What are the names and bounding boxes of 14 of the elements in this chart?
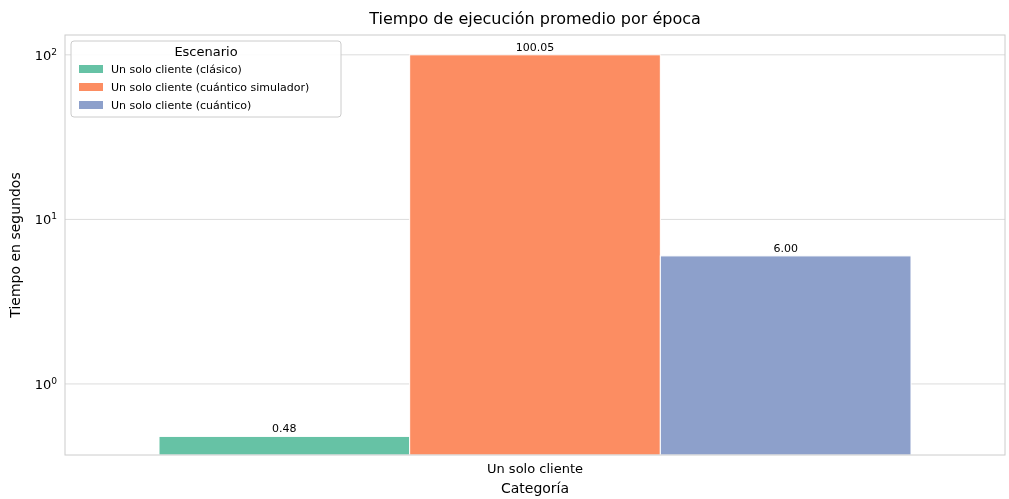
legend-label: Un solo cliente (cuántico) bbox=[111, 99, 252, 112]
data-label: 6.00 bbox=[773, 241, 798, 255]
chart-title: Tiempo de ejecución promedio por época bbox=[368, 9, 701, 28]
legend-title: Escenario bbox=[174, 44, 238, 59]
legend-label: Un solo cliente (cuántico simulador) bbox=[111, 81, 310, 94]
y-axis-title: Tiempo en segundos bbox=[7, 172, 23, 319]
y-tick-label: 10$^{1}$ bbox=[34, 211, 57, 228]
data-label: 0.48 bbox=[272, 422, 297, 436]
y-tick-label: 10$^{2}$ bbox=[34, 46, 57, 63]
x-tick-label: Un solo cliente bbox=[486, 461, 584, 476]
x-axis-title: Categoría bbox=[500, 480, 570, 496]
legend-label: Un solo cliente (clásico) bbox=[111, 63, 242, 76]
y-tick-label: 10$^{0}$ bbox=[34, 375, 58, 392]
data-label: 100.05 bbox=[515, 40, 555, 54]
